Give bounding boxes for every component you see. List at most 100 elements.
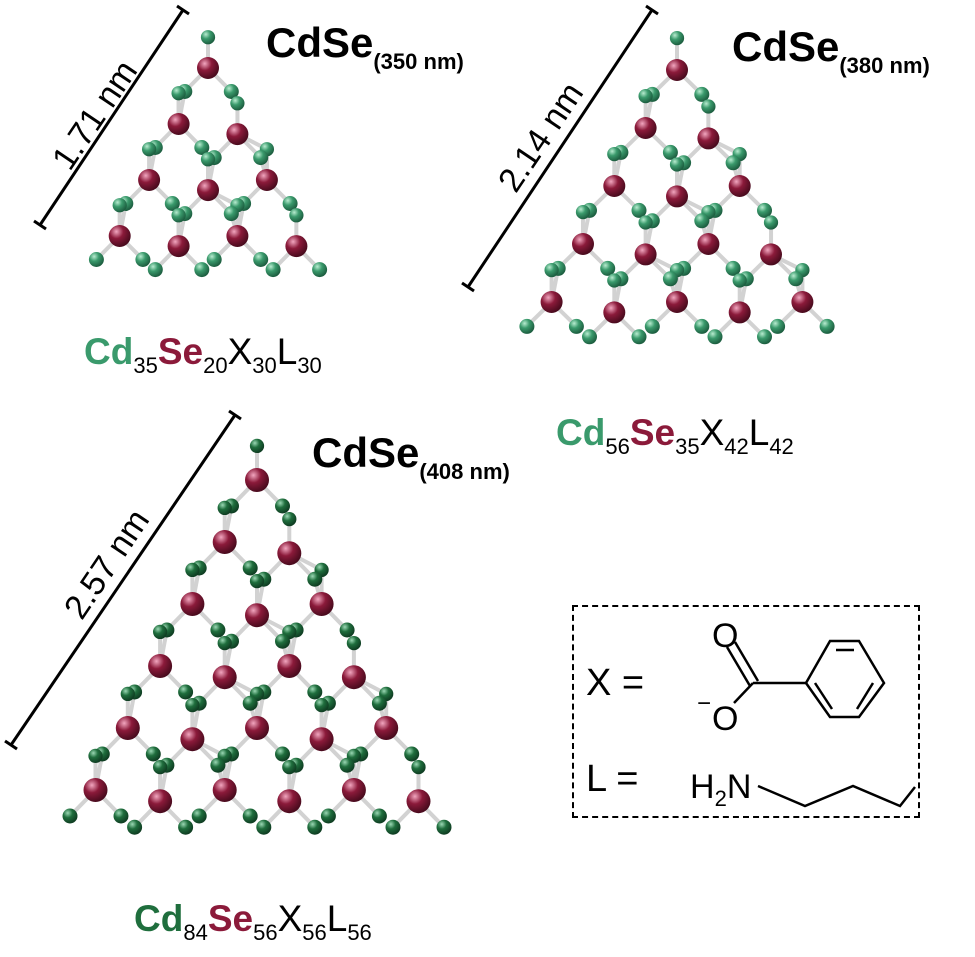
se-atom [226, 123, 249, 146]
se-atom [226, 225, 249, 247]
se-atom [167, 113, 190, 135]
cd-atom [788, 271, 804, 287]
cd-atom [582, 329, 597, 345]
butylamine-chain [757, 784, 916, 808]
cd-atom [171, 86, 186, 101]
se-atom [374, 716, 399, 740]
cd-atom [371, 695, 387, 711]
cd-atom [314, 697, 329, 713]
cd-atom [725, 155, 741, 171]
se-atom [167, 235, 190, 258]
carboxylate-oxygen: O [712, 700, 739, 738]
cd-atom [662, 271, 678, 287]
cd-atom [575, 204, 591, 220]
cd-atom [339, 757, 355, 773]
formula-408: Cd84Se56X56L56 [134, 898, 372, 945]
cd-atom [282, 196, 298, 211]
se-atom [406, 789, 431, 814]
cd-atom [194, 140, 210, 155]
cd-atom [206, 252, 222, 267]
cluster-350-title: CdSe(350 nm) [266, 19, 464, 74]
se-atom [180, 727, 205, 752]
cd-atom [178, 819, 194, 835]
cd-atom [757, 329, 772, 345]
formula-se: Se [157, 331, 204, 372]
se-atom [245, 468, 269, 492]
cd-atom [694, 86, 710, 102]
se-atom [197, 179, 219, 202]
cd-atom [185, 562, 200, 578]
cluster-408-structure [62, 438, 452, 835]
cd-atom [320, 808, 336, 824]
cd-atom [600, 260, 616, 276]
negative-charge: − [697, 690, 712, 717]
cd-atom [88, 748, 103, 764]
formula-cd: Cd [556, 412, 606, 453]
se-atom [245, 603, 269, 628]
cd-atom [346, 635, 362, 651]
cd-atom [217, 635, 232, 651]
se-atom [603, 301, 626, 324]
formula-cd: Cd [134, 898, 184, 939]
formula-se: Se [629, 412, 676, 453]
cd-atom [230, 96, 245, 111]
cluster-380-structure [519, 30, 835, 345]
se-atom [115, 716, 140, 740]
cd-atom [732, 273, 747, 288]
cd-atom [141, 142, 157, 157]
cd-atom [385, 819, 401, 835]
cd-atom [249, 438, 265, 454]
cd-atom [544, 262, 559, 278]
cd-atom [282, 511, 297, 527]
cd-atom [191, 808, 207, 824]
cd-atom [307, 571, 323, 587]
cd-atom [242, 808, 258, 824]
cd-atom [120, 686, 135, 702]
cd-atom [152, 759, 168, 775]
se-atom [341, 665, 366, 690]
se-atom [277, 654, 302, 678]
se-atom [666, 185, 688, 208]
cd-atom [568, 318, 584, 334]
formula-cd: Cd [84, 331, 134, 372]
cd-atom [757, 202, 772, 218]
cd-atom [307, 684, 323, 700]
cd-atom [644, 318, 660, 334]
cd-atom [152, 624, 168, 640]
amine-group: H2N [690, 768, 752, 811]
cd-atom [164, 196, 180, 211]
cd-atom [185, 697, 200, 713]
cd-atom [217, 500, 232, 516]
cd-atom [147, 262, 163, 278]
cd-atom [253, 150, 269, 166]
se-atom [197, 57, 219, 79]
cd-atom [256, 819, 272, 835]
cd-atom [275, 633, 290, 649]
cd-atom [265, 262, 281, 278]
cd-atom [88, 252, 104, 267]
formula-350: Cd35Se20X30L30 [84, 331, 322, 378]
benzoate-structure [725, 639, 886, 719]
scale-bar-408 [4, 409, 242, 751]
cd-atom [701, 99, 716, 114]
se-atom [108, 225, 131, 247]
cd-atom [631, 329, 647, 345]
se-atom [634, 117, 657, 139]
cd-atom [519, 318, 535, 334]
se-atom [255, 169, 278, 191]
cd-atom [62, 808, 78, 824]
cd-atom [607, 273, 622, 288]
cd-atom [307, 819, 323, 835]
cd-atom [249, 573, 265, 589]
cd-atom [638, 215, 653, 230]
cd-atom [171, 208, 186, 223]
cd-atom [638, 88, 653, 104]
cd-atom [178, 684, 194, 700]
cd-atom [223, 206, 239, 222]
se-atom [540, 291, 563, 313]
se-atom [666, 291, 688, 313]
se-atom [148, 654, 173, 678]
legend-l-label: L = [586, 758, 639, 800]
legend-x-label: X = [586, 662, 645, 704]
se-atom [148, 789, 173, 814]
